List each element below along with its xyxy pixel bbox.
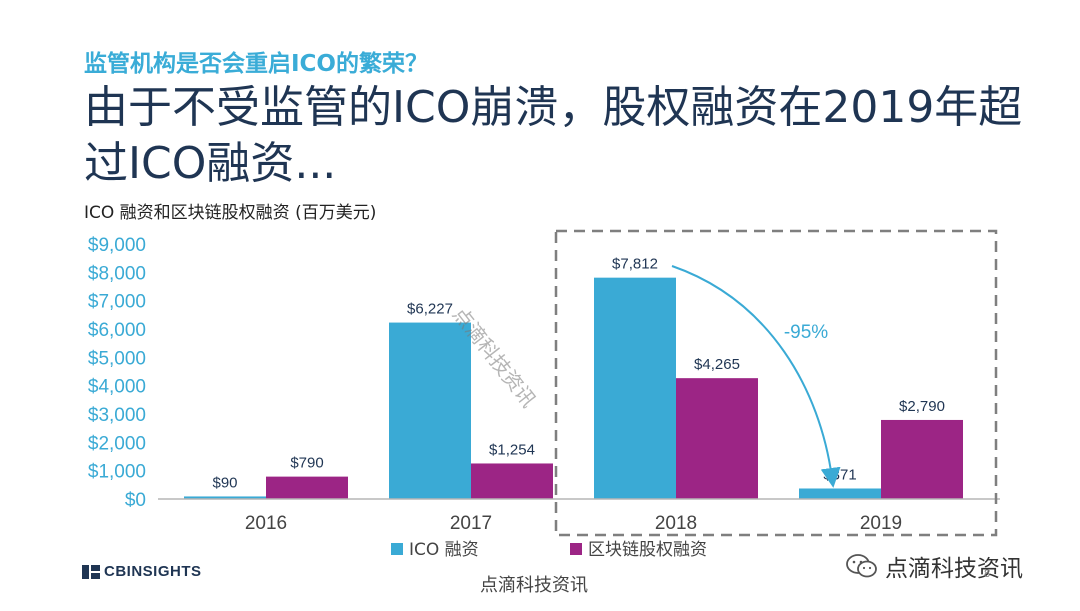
y-tick-label: $0 [125,490,146,511]
y-tick-label: $1,000 [88,462,146,483]
bar-ico-2016 [184,496,266,499]
bar-equity-2017 [471,463,553,499]
bar-value-label: $7,812 [612,256,658,273]
legend-label: 区块链股权融资 [588,540,707,560]
legend-swatch [570,543,582,555]
x-tick-label: 2019 [860,513,902,534]
y-tick-label: $5,000 [88,348,146,369]
wechat-icon [846,554,877,578]
bar-equity-2019 [881,419,963,499]
x-tick-label: 2016 [245,513,287,534]
headline: 由于不受监管的ICO崩溃，股权融资在2019年超过ICO融资... [84,82,1023,189]
bar-value-label: $90 [212,474,237,491]
x-tick-label: 2018 [655,513,697,534]
brand-logo: CBINSIGHTS [82,563,202,580]
bar-labels: $90 $790 $6,227 $1,254 $7,812 $4,265 $371 $2,79… [212,256,944,492]
y-tick-label: $6,000 [88,320,146,341]
y-tick-label: $4,000 [88,377,146,398]
x-tick-label: 2017 [450,513,492,534]
bar-equity-2018 [676,378,758,499]
highlight-box [554,229,998,537]
bar-ico-2017 [389,322,471,499]
watermark-bottom: 点滴科技资讯 [480,575,588,596]
bars [184,277,963,499]
bar-value-label: $790 [290,455,323,472]
legend: ICO 融资 区块链股权融资 [391,540,707,560]
legend-swatch [391,543,403,555]
y-tick-label: $8,000 [88,263,146,284]
decline-annotation: -95% [784,322,828,343]
bar-equity-2016 [266,476,348,499]
y-tick-label: $3,000 [88,405,146,426]
x-axis: 2016 2017 2018 2019 [245,513,902,534]
wechat-account: 点滴科技资讯 [845,549,1023,583]
bar-value-label: $2,790 [899,398,945,415]
bar-value-label: $371 [823,466,856,483]
bar-ico-2019 [799,488,881,499]
kicker-title: 监管机构是否会重启ICO的繁荣？ [84,51,428,77]
decline-arrow [671,265,841,488]
y-tick-label: $7,000 [88,292,146,313]
y-tick-label: $9,000 [88,235,146,256]
brand-name: CBINSIGHTS [104,563,202,580]
page-number: 8 [984,568,991,580]
bar-value-label: $4,265 [694,356,740,373]
y-axis: $0 $1,000 $2,000 $3,000 $4,000 $5,000 $6,000 $7… [88,235,146,511]
legend-label: ICO 融资 [409,540,479,560]
cbinsights-logo-icon [82,564,100,579]
wechat-account-name: 点滴科技资讯 [885,556,1023,582]
chart-subtitle: ICO 融资和区块链股权融资 (百万美元) [84,203,377,223]
bar-value-label: $1,254 [489,441,535,458]
bar-ico-2018 [594,277,676,499]
bar-value-label: $6,227 [407,301,453,318]
y-tick-label: $2,000 [88,433,146,454]
